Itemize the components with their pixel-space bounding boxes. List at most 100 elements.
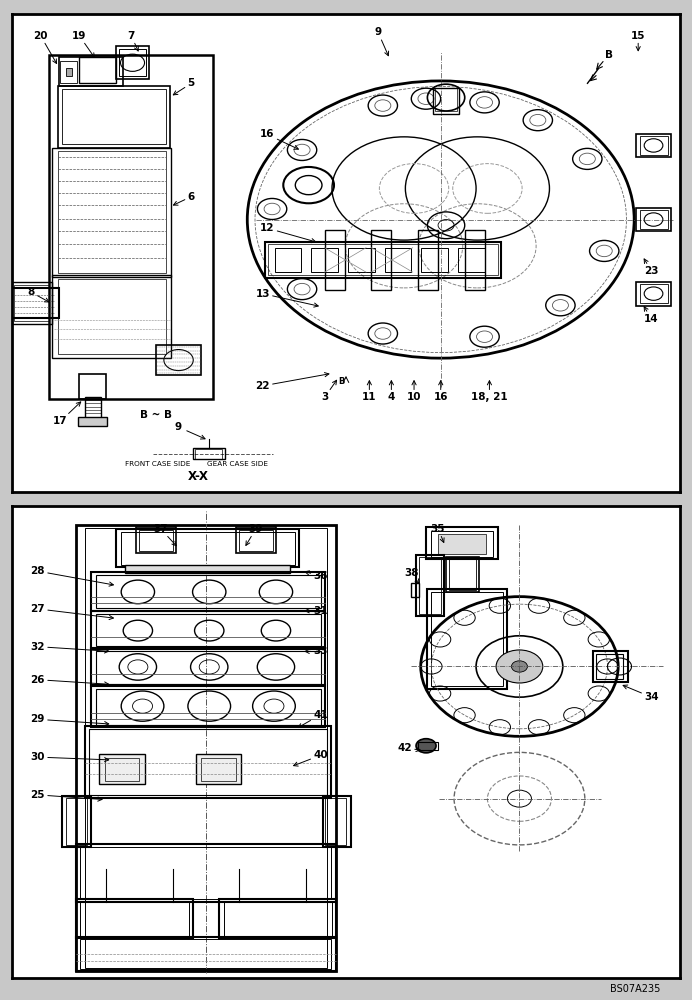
Text: 29: 29 <box>30 714 109 726</box>
Text: 3: 3 <box>321 380 336 402</box>
Text: 16: 16 <box>260 129 298 149</box>
Bar <box>91 685 325 727</box>
Bar <box>236 527 276 553</box>
Bar <box>15 285 49 321</box>
Text: 28: 28 <box>30 566 113 586</box>
Text: 7: 7 <box>127 31 138 51</box>
Text: B: B <box>338 377 345 386</box>
Bar <box>322 796 351 847</box>
Text: 4: 4 <box>388 381 395 402</box>
Circle shape <box>416 739 436 753</box>
Bar <box>59 57 122 86</box>
Circle shape <box>511 661 527 672</box>
Bar <box>311 248 338 272</box>
Bar <box>465 230 485 290</box>
Bar <box>428 589 507 689</box>
Bar <box>80 847 331 899</box>
Text: 26: 26 <box>30 675 109 686</box>
Text: 20: 20 <box>33 31 57 63</box>
Bar <box>79 374 106 399</box>
Bar <box>99 754 145 784</box>
Bar <box>89 729 327 795</box>
Bar <box>95 689 321 725</box>
Text: FRONT CASE SIDE: FRONT CASE SIDE <box>125 461 190 467</box>
Bar <box>636 134 671 157</box>
Text: 41: 41 <box>298 710 328 728</box>
Bar <box>116 46 149 79</box>
Text: 30: 30 <box>30 752 109 762</box>
Bar <box>639 136 668 155</box>
Bar <box>136 527 176 553</box>
Text: 6: 6 <box>174 192 195 205</box>
Text: 22: 22 <box>255 373 329 391</box>
Bar <box>192 448 225 459</box>
Bar <box>325 798 346 845</box>
Bar <box>348 248 374 272</box>
Bar <box>224 902 332 936</box>
Bar <box>58 86 170 148</box>
Bar <box>446 557 480 592</box>
Text: GEAR CASE SIDE: GEAR CASE SIDE <box>208 461 268 467</box>
Bar <box>104 758 139 781</box>
Bar <box>432 88 459 114</box>
Bar <box>438 534 486 554</box>
Circle shape <box>496 650 543 683</box>
Bar <box>12 282 53 324</box>
Text: 25: 25 <box>30 790 102 801</box>
Bar <box>435 88 457 111</box>
Bar <box>66 798 87 845</box>
Bar <box>76 844 336 902</box>
Bar <box>119 49 146 76</box>
Text: 23: 23 <box>644 259 659 276</box>
Bar <box>78 417 107 426</box>
Bar <box>80 939 331 969</box>
Bar <box>62 89 166 144</box>
Bar <box>79 57 116 83</box>
Bar <box>84 726 331 798</box>
Bar <box>84 528 327 968</box>
Bar <box>95 614 321 646</box>
Bar <box>53 275 171 358</box>
Bar <box>421 248 448 272</box>
Text: 9: 9 <box>374 27 389 56</box>
Bar <box>325 230 345 290</box>
Bar <box>76 899 192 938</box>
Bar <box>80 902 188 936</box>
Text: 10: 10 <box>407 381 421 402</box>
Text: 15: 15 <box>631 31 646 51</box>
Bar <box>195 449 222 459</box>
Bar <box>275 248 301 272</box>
Bar <box>91 611 325 649</box>
Text: X-X: X-X <box>188 470 208 483</box>
Bar <box>416 555 444 616</box>
Bar <box>66 68 73 76</box>
Bar <box>426 527 498 559</box>
Text: 34: 34 <box>623 685 659 702</box>
Bar <box>58 151 166 273</box>
Text: BS07A235: BS07A235 <box>610 984 661 994</box>
Bar <box>76 525 336 971</box>
Bar <box>95 651 321 684</box>
Bar <box>239 530 273 551</box>
Bar <box>449 558 476 590</box>
Bar <box>639 210 668 229</box>
Bar <box>636 282 671 306</box>
Bar <box>458 248 485 272</box>
Bar <box>156 345 201 375</box>
Bar <box>201 758 236 781</box>
Bar <box>120 532 295 565</box>
Bar <box>76 937 336 971</box>
Text: 27: 27 <box>30 604 113 620</box>
Bar <box>196 754 242 784</box>
Bar <box>84 397 100 424</box>
Text: 16: 16 <box>433 381 448 402</box>
Bar <box>219 899 336 938</box>
Bar <box>385 248 411 272</box>
Bar <box>268 244 498 275</box>
Bar <box>372 230 392 290</box>
Bar <box>264 242 502 278</box>
Text: 13: 13 <box>255 289 318 307</box>
Text: 11: 11 <box>362 381 376 402</box>
Text: 33: 33 <box>305 646 328 656</box>
Bar <box>596 654 623 679</box>
